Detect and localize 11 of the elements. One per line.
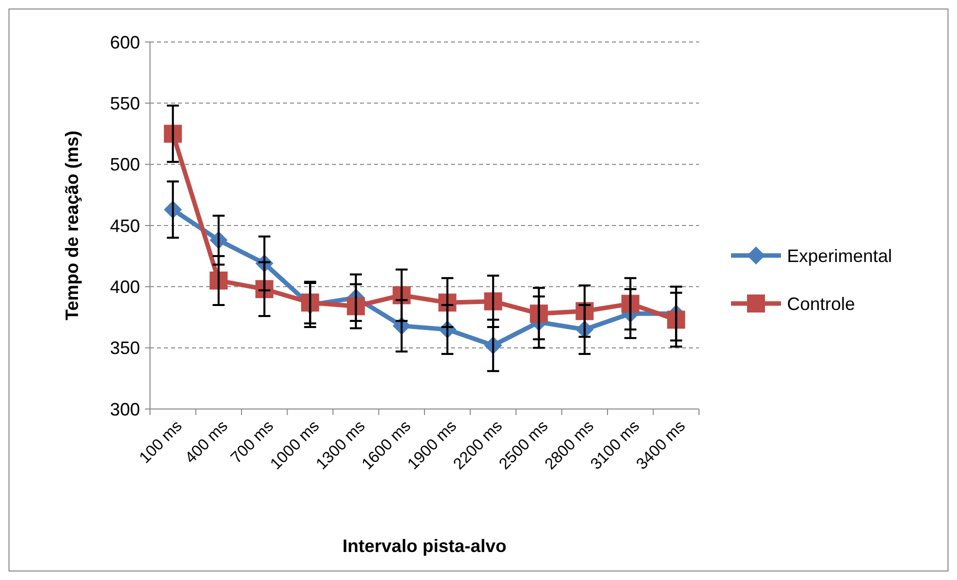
y-axis-title: Tempo de reação (ms) bbox=[62, 130, 82, 320]
y-tick-label: 450 bbox=[110, 216, 140, 236]
x-axis-title: Intervalo pista-alvo bbox=[342, 536, 507, 556]
y-tick-label: 350 bbox=[110, 338, 140, 358]
y-tick-label: 300 bbox=[110, 399, 140, 420]
y-tick-label: 600 bbox=[110, 32, 140, 52]
legend-label: Controle bbox=[787, 294, 856, 314]
y-tick-label: 550 bbox=[110, 93, 140, 114]
y-tick-label: 500 bbox=[110, 154, 140, 175]
legend-label: Experimental bbox=[787, 246, 892, 266]
y-tick-label: 400 bbox=[110, 276, 140, 297]
